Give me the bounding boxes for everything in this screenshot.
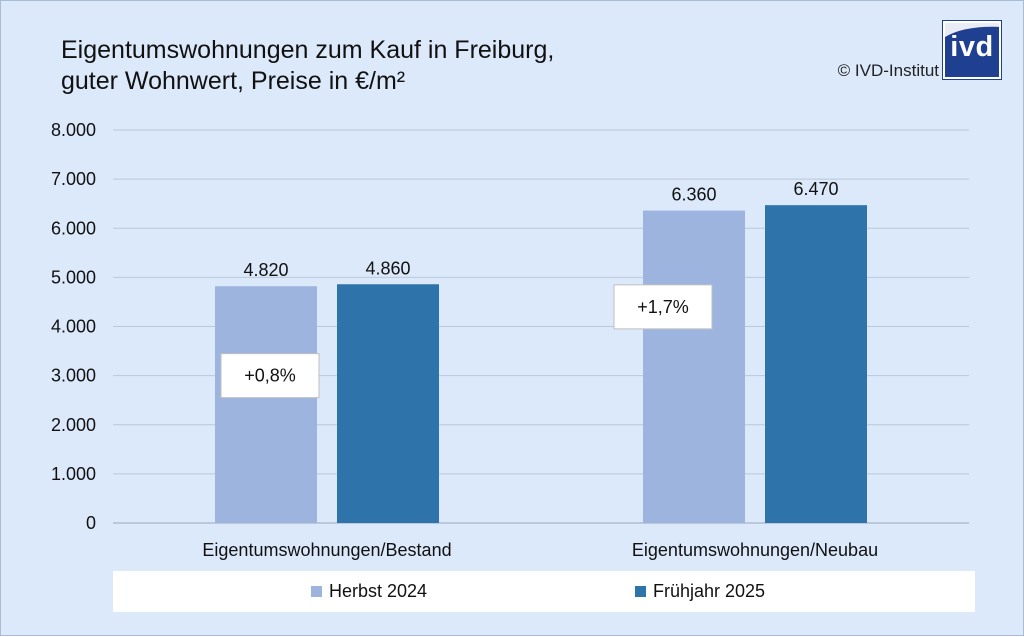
chart-title-line1: Eigentumswohnungen zum Kauf in Freiburg, — [61, 36, 555, 64]
annotation-text: +1,7% — [637, 297, 689, 317]
annotation-text: +0,8% — [244, 366, 296, 386]
ivd-logo: ivd — [943, 21, 1001, 79]
logo-swoosh-icon — [945, 23, 999, 37]
legend-swatch-fruehjahr — [635, 586, 646, 597]
legend-item-fruehjahr: Frühjahr 2025 — [635, 581, 765, 602]
chart-title: Eigentumswohnungen zum Kauf in Freiburg,… — [61, 35, 554, 97]
x-tick-label: Eigentumswohnungen/Neubau — [632, 540, 878, 560]
legend-swatch-herbst — [311, 586, 322, 597]
annotation-box — [220, 353, 320, 399]
copyright-text: © IVD-Institut — [837, 61, 939, 80]
bar — [337, 284, 439, 523]
y-tick-label: 8.000 — [51, 120, 96, 140]
y-tick-label: 5.000 — [51, 267, 96, 287]
x-tick-label: Eigentumswohnungen/Bestand — [202, 540, 451, 560]
y-tick-label: 1.000 — [51, 464, 96, 484]
legend-label-fruehjahr: Frühjahr 2025 — [653, 581, 766, 601]
legend-label-herbst: Herbst 2024 — [329, 581, 428, 601]
data-label: 4.860 — [365, 258, 410, 278]
y-tick-label: 0 — [86, 513, 96, 533]
annotation-box — [613, 284, 713, 330]
data-label: 6.360 — [671, 185, 716, 205]
y-tick-label: 6.000 — [51, 218, 96, 238]
data-label: 4.820 — [243, 260, 288, 280]
bar — [765, 205, 867, 523]
bar — [215, 286, 317, 523]
chart-title-line2: guter Wohnwert, Preise in €/m² — [61, 67, 406, 95]
y-tick-label: 7.000 — [51, 169, 96, 189]
data-label: 6.470 — [793, 179, 838, 199]
y-tick-label: 3.000 — [51, 366, 96, 386]
y-tick-label: 2.000 — [51, 415, 96, 435]
bar — [643, 210, 745, 523]
legend: Herbst 2024 Frühjahr 2025 — [113, 571, 975, 612]
logo-text: ivd — [950, 31, 994, 63]
legend-item-herbst: Herbst 2024 — [311, 581, 427, 602]
y-tick-label: 4.000 — [51, 317, 96, 337]
